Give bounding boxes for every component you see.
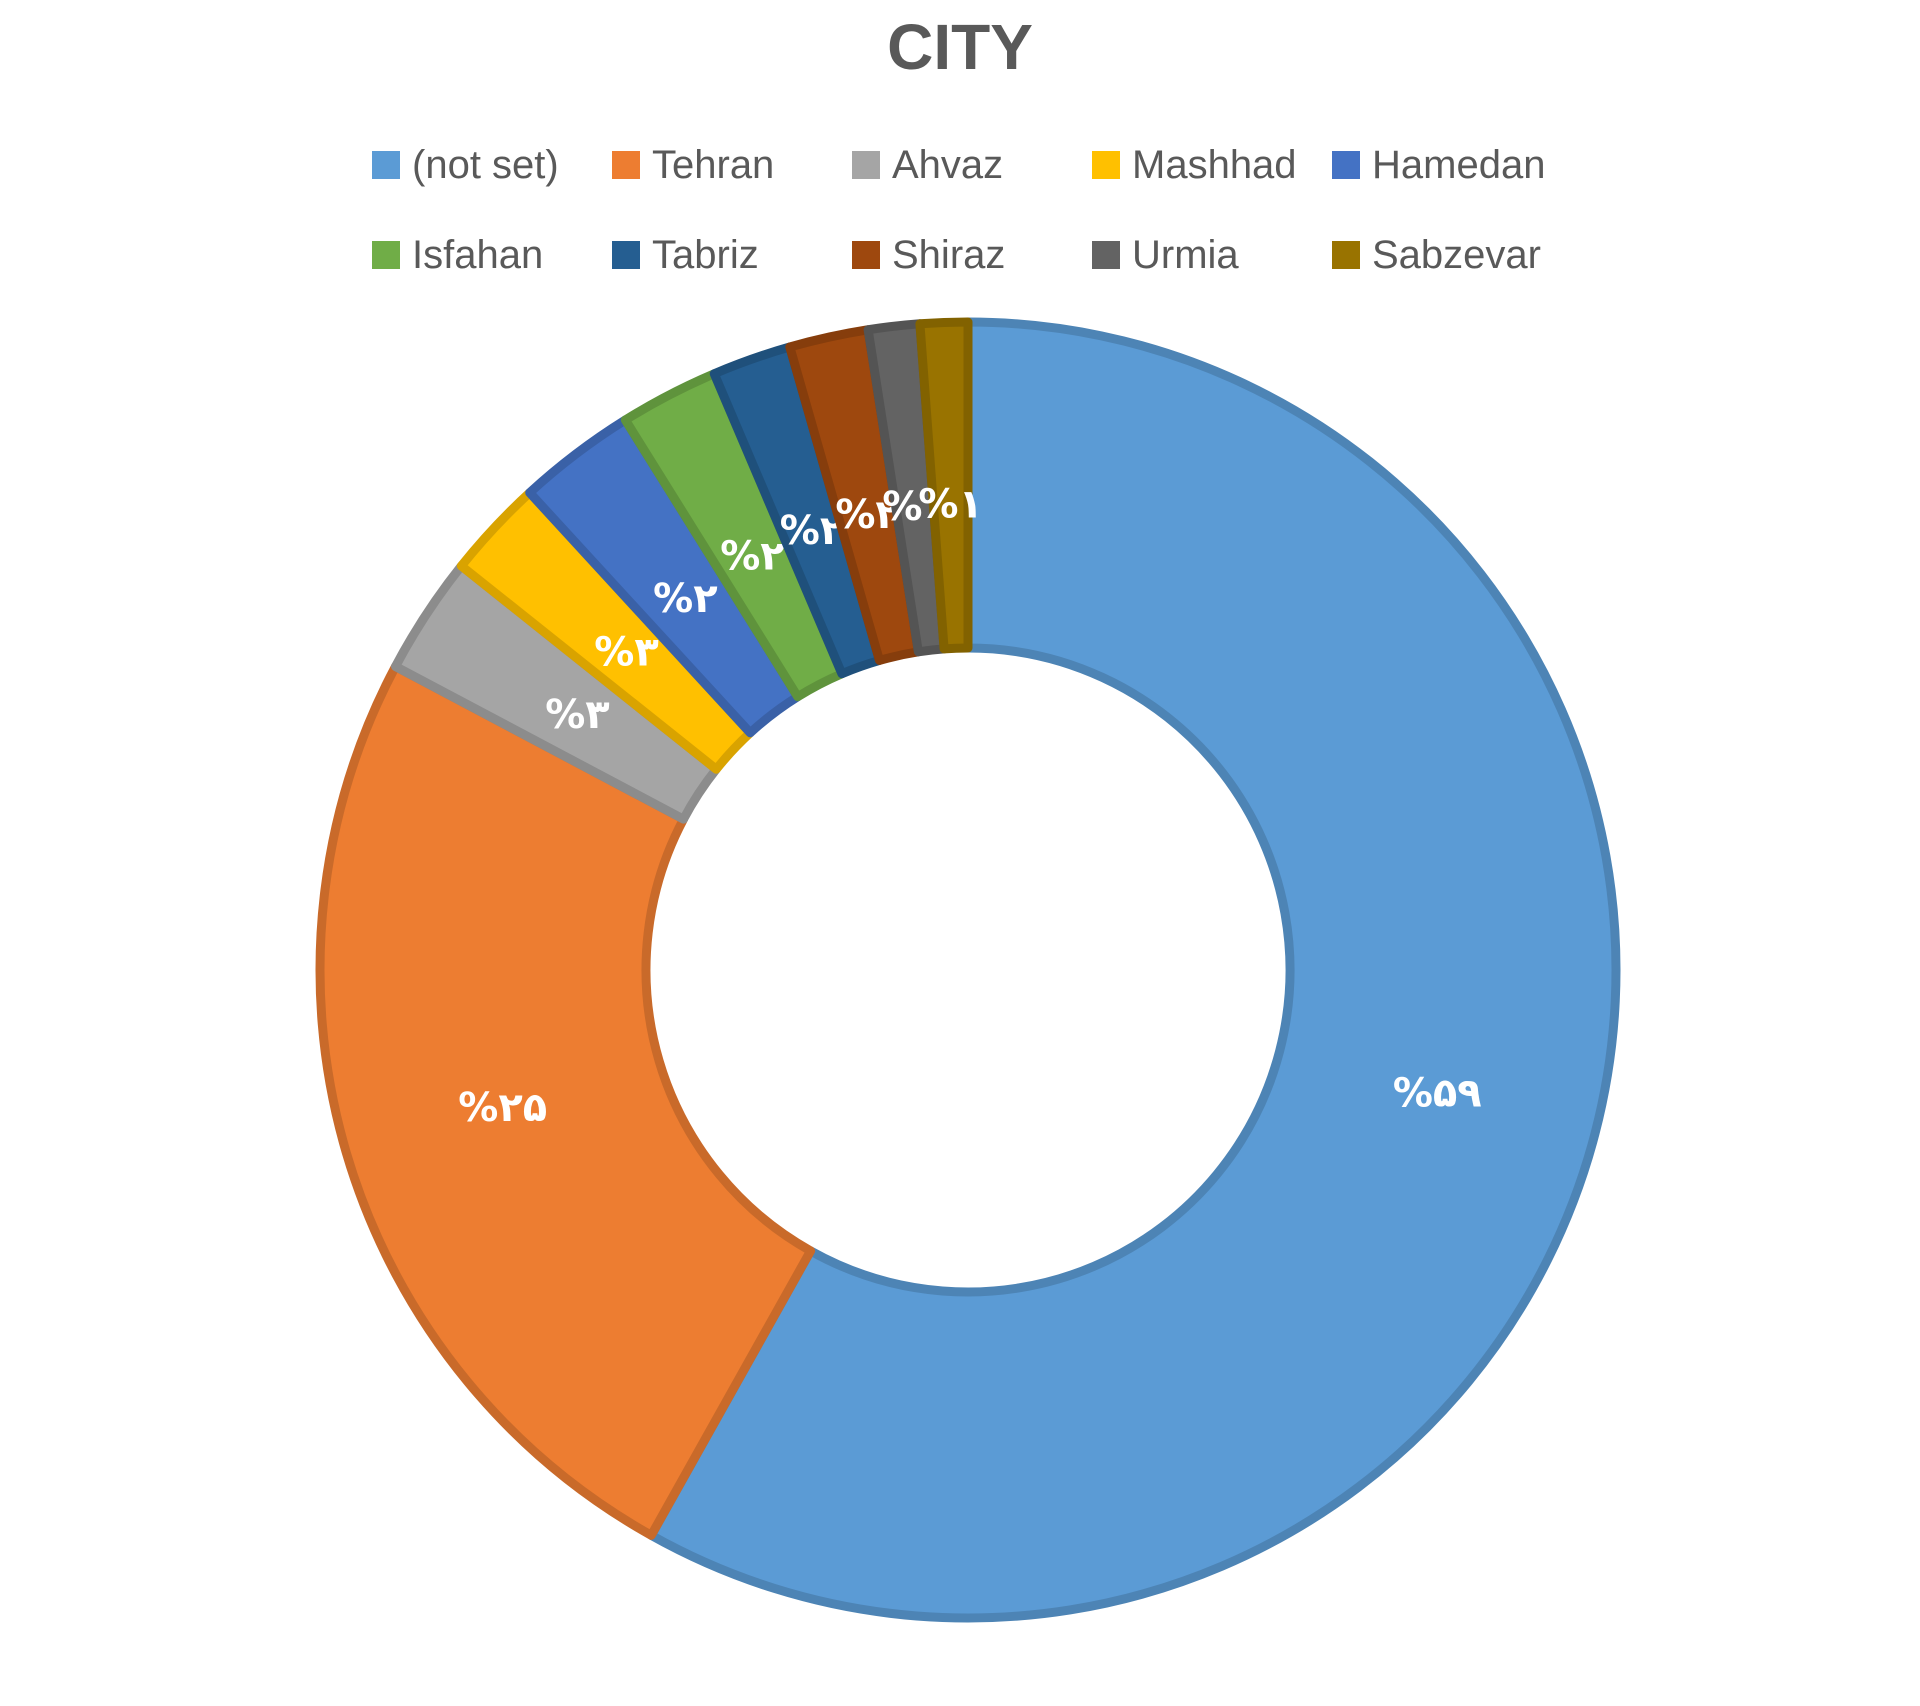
legend-swatch [372, 151, 400, 179]
slice-data-label: %۲ [835, 492, 900, 538]
slice-data-label: %۵۹ [1393, 1071, 1482, 1117]
legend-label: Ahvaz [892, 142, 1004, 187]
donut-slice [915, 317, 973, 654]
slice-data-label: %۲ [720, 534, 785, 580]
legend-item: (not set) [372, 140, 559, 190]
legend-swatch [1092, 151, 1120, 179]
chart-title: CITY [887, 11, 1033, 83]
legend-item: Tabriz [612, 230, 759, 280]
legend-item: Mashhad [1092, 140, 1297, 190]
legend-item: Ahvaz [852, 140, 1003, 190]
slice-data-label: %۲۵ [458, 1085, 547, 1131]
legend-item: Isfahan [372, 230, 543, 280]
legend-label: Sabzevar [1372, 232, 1541, 277]
slice-data-label: %۳ [594, 629, 659, 675]
legend-swatch [852, 151, 880, 179]
legend-item: Hamedan [1332, 140, 1545, 190]
legend-swatch [852, 241, 880, 269]
legend-label: Hamedan [1372, 142, 1546, 187]
slice-data-label: %۱ [918, 481, 983, 527]
legend-swatch [612, 151, 640, 179]
legend-item: Shiraz [852, 230, 1005, 280]
legend-item: Sabzevar [1332, 230, 1541, 280]
donut-slice [315, 661, 816, 1540]
legend-label: Tehran [652, 142, 775, 187]
legend-item: Urmia [1092, 230, 1239, 280]
legend-label: Shiraz [892, 232, 1006, 277]
legend-label: Isfahan [412, 232, 544, 277]
legend-swatch [1332, 241, 1360, 269]
donut-slice [646, 317, 1621, 1623]
legend-item: Tehran [612, 140, 774, 190]
legend-swatch [1332, 151, 1360, 179]
legend-label: Mashhad [1132, 142, 1297, 187]
slice-data-label: %۲ [653, 576, 718, 622]
legend-swatch [612, 241, 640, 269]
legend-swatch [1092, 241, 1120, 269]
legend-label: (not set) [412, 142, 559, 187]
legend-label: Tabriz [652, 232, 759, 277]
slice-data-label: %۳ [545, 692, 610, 738]
legend-label: Urmia [1132, 232, 1239, 277]
legend-swatch [372, 241, 400, 269]
